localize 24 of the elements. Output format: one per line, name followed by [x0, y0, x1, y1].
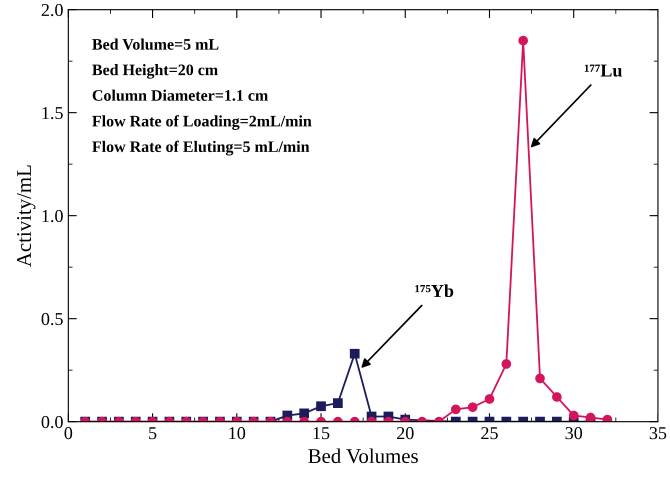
annotation: Bed Volume=5 mL [92, 38, 218, 50]
annotation: ¹⁷⁷Lu [584, 64, 622, 77]
x-tick-label: 5 [149, 427, 156, 440]
x-tick-label: 25 [481, 427, 498, 440]
x-tick-label: 30 [566, 427, 582, 440]
annotation: ¹⁷⁵Yb [415, 284, 454, 298]
y-axis-title: Activity/mL [17, 165, 36, 267]
point [518, 36, 528, 46]
x-tick-label: 20 [397, 427, 414, 440]
annotation: Flow Rate of Eluting=5 mL/min [92, 140, 310, 156]
point [602, 414, 612, 422]
y-tick-label: 2.0 [42, 4, 63, 16]
y-tick-label: 0.5 [42, 312, 63, 326]
y-tick-label: 0.0 [42, 416, 63, 428]
x-tick-label: 10 [229, 427, 246, 440]
x-tick-label: 15 [314, 427, 330, 440]
annotation: Column Diameter=1.1 cm [92, 90, 268, 101]
annotation: Flow Rate of Loading=2mL/min [92, 115, 312, 130]
y-tick-label: 1.0 [42, 210, 63, 222]
x-axis-title: Bed Volumes [308, 448, 418, 464]
y-tick-label: 1.5 [42, 107, 63, 120]
x-tick-label: 35 [650, 427, 666, 440]
x-tick-label: 0 [64, 427, 72, 440]
annotation: Bed Height=20 cm [92, 64, 218, 79]
